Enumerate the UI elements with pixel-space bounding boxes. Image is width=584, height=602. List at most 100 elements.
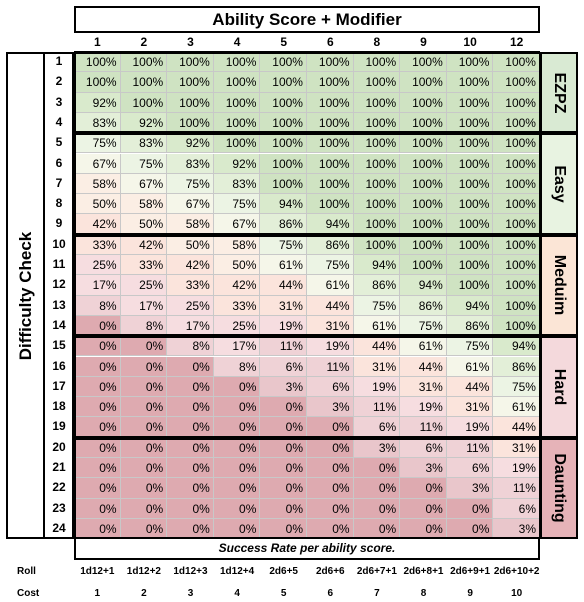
column-header: 8 xyxy=(353,33,401,52)
success-rate-cell: 19% xyxy=(260,315,307,337)
success-rate-cell: 100% xyxy=(167,112,214,134)
difficulty-check-label: Difficulty Check xyxy=(15,231,35,360)
success-rate-cell: 100% xyxy=(307,173,354,195)
success-rate-cell: 0% xyxy=(213,376,261,398)
success-rate-cell: 100% xyxy=(213,133,261,154)
success-rate-cell: 100% xyxy=(493,92,540,113)
success-rate-cell: 92% xyxy=(74,92,121,113)
success-rate-cell: 0% xyxy=(213,458,261,479)
success-rate-cell: 0% xyxy=(120,458,168,479)
success-rate-cell: 100% xyxy=(493,52,540,73)
success-rate-cell: 100% xyxy=(307,153,354,174)
success-rate-cell: 0% xyxy=(213,417,261,438)
success-rate-cell: 0% xyxy=(307,458,354,479)
dc-row-number: 23 xyxy=(52,500,66,515)
dc-row-number: 14 xyxy=(52,317,66,332)
success-rate-cell: 100% xyxy=(353,112,401,134)
success-rate-cell: 100% xyxy=(493,275,540,296)
success-rate-cell: 100% xyxy=(493,72,540,93)
dc-row-number: 4 xyxy=(55,114,63,129)
success-rate-cell: 50% xyxy=(213,255,261,276)
success-rate-cell: 0% xyxy=(167,356,214,377)
success-rate-cell: 75% xyxy=(120,153,168,174)
success-rate-cell: 86% xyxy=(260,214,307,235)
tier-name: Easy xyxy=(551,165,568,203)
success-rate-cell: 6% xyxy=(353,417,401,438)
success-rate-cell: 6% xyxy=(493,498,540,519)
success-rate-cell: 44% xyxy=(493,417,540,438)
success-rate-cell: 0% xyxy=(213,397,261,418)
success-rate-cell: 0% xyxy=(260,458,307,479)
column-header: 4 xyxy=(213,33,261,52)
cost-value: 7 xyxy=(374,588,380,599)
dc-row-number: 15 xyxy=(52,338,66,353)
success-rate-cell: 75% xyxy=(260,234,307,255)
success-rate-cell: 3% xyxy=(353,437,401,458)
success-rate-cell: 61% xyxy=(353,315,401,337)
success-rate-cell: 100% xyxy=(120,92,168,113)
success-rate-cell: 0% xyxy=(120,518,168,540)
success-rate-cell: 100% xyxy=(307,194,354,215)
success-rate-cell: 8% xyxy=(74,295,121,316)
success-rate-cell: 0% xyxy=(446,498,494,519)
dc-row-number: 17 xyxy=(52,378,66,393)
column-header: 6 xyxy=(307,33,354,52)
success-rate-cell: 0% xyxy=(260,498,307,519)
dc-row-number: 3 xyxy=(55,94,63,109)
success-rate-cell: 58% xyxy=(120,194,168,215)
success-rate-cell: 83% xyxy=(120,133,168,154)
roll-value: 2d6+5 xyxy=(269,566,298,577)
success-rate-cell: 0% xyxy=(74,478,121,499)
success-rate-cell: 0% xyxy=(74,518,121,540)
success-rate-cell: 0% xyxy=(74,376,121,398)
roll-value: 1d12+2 xyxy=(126,566,161,577)
success-rate-cell: 100% xyxy=(446,173,494,195)
success-rate-cell: 83% xyxy=(213,173,261,195)
success-rate-cell: 19% xyxy=(400,397,447,418)
success-rate-cell: 61% xyxy=(307,275,354,296)
success-rate-cell: 0% xyxy=(213,518,261,540)
success-rate-cell: 94% xyxy=(400,275,447,296)
success-rate-cell: 100% xyxy=(400,72,447,93)
success-rate-cell: 75% xyxy=(167,173,214,195)
success-rate-cell: 0% xyxy=(307,478,354,499)
success-rate-cell: 0% xyxy=(74,498,121,519)
success-rate-cell: 94% xyxy=(446,295,494,316)
success-rate-cell: 0% xyxy=(167,518,214,540)
dc-row-number: 9 xyxy=(55,216,63,231)
success-rate-cell: 100% xyxy=(353,92,401,113)
dc-row-number: 20 xyxy=(52,439,66,454)
success-rate-cell: 100% xyxy=(493,194,540,215)
success-rate-cell: 100% xyxy=(400,255,447,276)
success-rate-cell: 19% xyxy=(493,458,540,479)
success-rate-cell: 75% xyxy=(307,255,354,276)
success-rate-cell: 50% xyxy=(120,214,168,235)
column-header: 10 xyxy=(446,33,494,52)
success-rate-cell: 100% xyxy=(120,72,168,93)
dc-row-number: 5 xyxy=(55,135,63,150)
footer-note: Success Rate per ability score. xyxy=(74,539,540,560)
success-rate-cell: 100% xyxy=(446,133,494,154)
success-rate-cell: 0% xyxy=(307,437,354,458)
success-rate-cell: 100% xyxy=(446,275,494,296)
success-rate-cell: 100% xyxy=(493,234,540,255)
success-rate-cell: 92% xyxy=(213,153,261,174)
success-rate-cell: 0% xyxy=(74,397,121,418)
success-rate-cell: 100% xyxy=(353,173,401,195)
success-rate-cell: 100% xyxy=(307,92,354,113)
success-rate-cell: 58% xyxy=(74,173,121,195)
dc-row-number: 19 xyxy=(52,419,66,434)
success-rate-cell: 0% xyxy=(353,498,401,519)
tier-label-meduim: Meduim xyxy=(540,234,578,337)
success-rate-cell: 42% xyxy=(167,255,214,276)
column-header: 2 xyxy=(120,33,168,52)
cost-value: 3 xyxy=(187,588,194,599)
cost-row-label: Cost xyxy=(17,588,40,599)
table-title: Ability Score + Modifier xyxy=(74,6,540,33)
dc-row-number: 22 xyxy=(52,480,66,495)
tier-name: Hard xyxy=(551,368,568,406)
success-rate-cell: 100% xyxy=(446,153,494,174)
cost-value: 5 xyxy=(280,588,287,599)
dc-row-number: 10 xyxy=(52,236,66,251)
dc-row-number: 12 xyxy=(52,277,66,292)
